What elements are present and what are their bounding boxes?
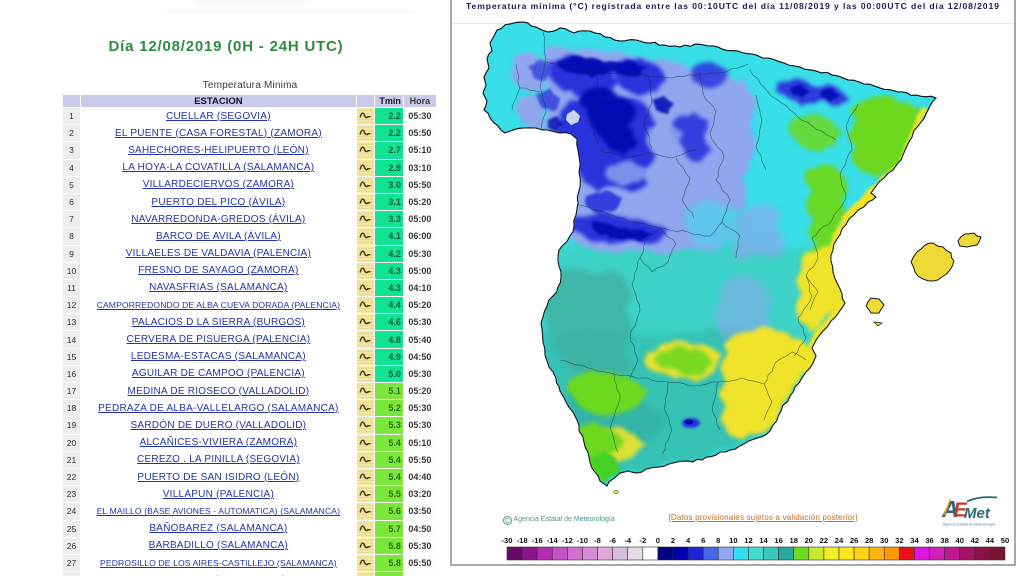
svg-text:20: 20 [805,536,813,545]
svg-text:14: 14 [759,536,768,545]
svg-text:38: 38 [940,536,948,545]
svg-text:-6: -6 [609,536,616,545]
svg-text:-4: -4 [624,536,632,545]
svg-text:26: 26 [850,536,858,545]
svg-text:-10: -10 [577,536,588,545]
svg-text:2: 2 [671,536,675,545]
svg-text:-12: -12 [562,536,573,545]
svg-text:24: 24 [835,536,844,545]
svg-text:E: E [954,500,968,522]
svg-text:32: 32 [895,536,903,545]
svg-text:8: 8 [716,536,720,545]
svg-text:-2: -2 [639,536,646,545]
svg-text:-18: -18 [517,536,528,545]
svg-text:-8: -8 [594,536,601,545]
svg-text:22: 22 [820,536,828,545]
svg-text:36: 36 [925,536,933,545]
svg-text:0: 0 [656,536,660,545]
svg-text:28: 28 [865,536,873,545]
svg-text:Met: Met [964,505,991,522]
svg-text:16: 16 [774,536,782,545]
svg-text:4: 4 [686,536,691,545]
svg-text:34: 34 [910,536,919,545]
svg-text:A: A [941,496,959,522]
svg-text:6: 6 [701,536,705,545]
svg-text:-16: -16 [532,536,543,545]
svg-text:18: 18 [790,536,798,545]
svg-text:42: 42 [971,536,979,545]
svg-text:10: 10 [729,536,737,545]
svg-text:12: 12 [744,536,752,545]
svg-text:-14: -14 [547,536,559,545]
svg-text:Agencia Estatal de Meteorologí: Agencia Estatal de Meteorología [943,523,995,527]
svg-text:-30: -30 [502,536,513,545]
svg-text:40: 40 [956,536,964,545]
svg-text:30: 30 [880,536,888,545]
svg-text:44: 44 [986,536,995,545]
svg-text:50: 50 [1001,536,1009,545]
